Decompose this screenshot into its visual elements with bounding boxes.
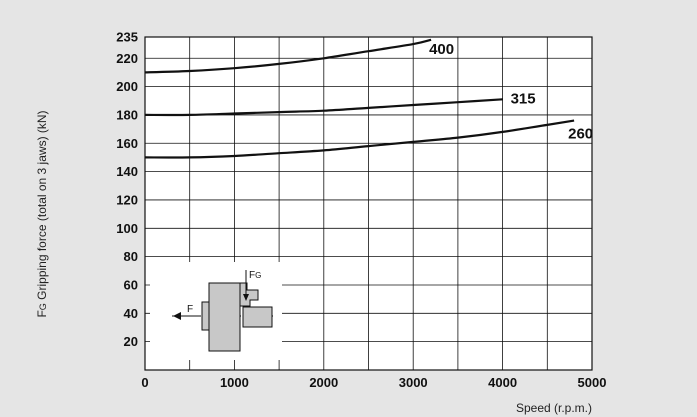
workpiece	[242, 306, 273, 328]
series-layer	[144, 38, 575, 159]
x-axis-title: Speed (r.p.m.)	[516, 401, 592, 415]
x-tick-label: 0	[141, 375, 148, 390]
series-line-315	[144, 98, 503, 117]
y-tick-label: 220	[116, 51, 138, 66]
y-axis-title: FG Gripping force (total on 3 jaws) (kN)	[35, 110, 49, 317]
x-tick-label: 3000	[399, 375, 428, 390]
y-tick-label: 180	[116, 107, 138, 122]
x-tick-label: 1000	[220, 375, 249, 390]
y-tick-label: 40	[124, 306, 138, 321]
chuck-body	[208, 282, 241, 352]
series-label-315: 315	[511, 90, 536, 107]
y-tick-label: 100	[116, 221, 138, 236]
series-line-400	[144, 38, 432, 74]
tick-labels: 0 1000 2000 3000 4000 5000 20 40 60 80 100 120 140 16…	[116, 30, 606, 391]
y-tick-label: 235	[116, 30, 138, 45]
series-label-400: 400	[429, 41, 454, 58]
y-tick-label: 200	[116, 79, 138, 94]
y-tick-label: 140	[116, 164, 138, 179]
chart-grid	[145, 37, 592, 370]
draw-bar	[201, 301, 210, 331]
y-tick-label: 60	[124, 277, 138, 292]
plot-frame	[144, 36, 593, 371]
force-arrow-icon	[173, 312, 181, 320]
y-tick-label: 160	[116, 136, 138, 151]
series-labels: 400 315 260	[429, 41, 593, 143]
grip-force-label: FG	[249, 270, 261, 281]
x-tick-label: 2000	[309, 375, 338, 390]
y-tick-label: 80	[124, 249, 138, 264]
grip-force-arrow-icon	[243, 294, 249, 301]
series-line-260	[144, 119, 575, 159]
series-label-260: 260	[568, 126, 593, 143]
jaw	[239, 282, 259, 307]
x-tick-label: 4000	[488, 375, 517, 390]
chuck-schematic-inset: F FG	[150, 262, 282, 360]
y-tick-label: 120	[116, 192, 138, 207]
x-tick-label: 5000	[578, 375, 607, 390]
force-label: F	[187, 304, 193, 315]
y-tick-label: 20	[124, 334, 138, 349]
